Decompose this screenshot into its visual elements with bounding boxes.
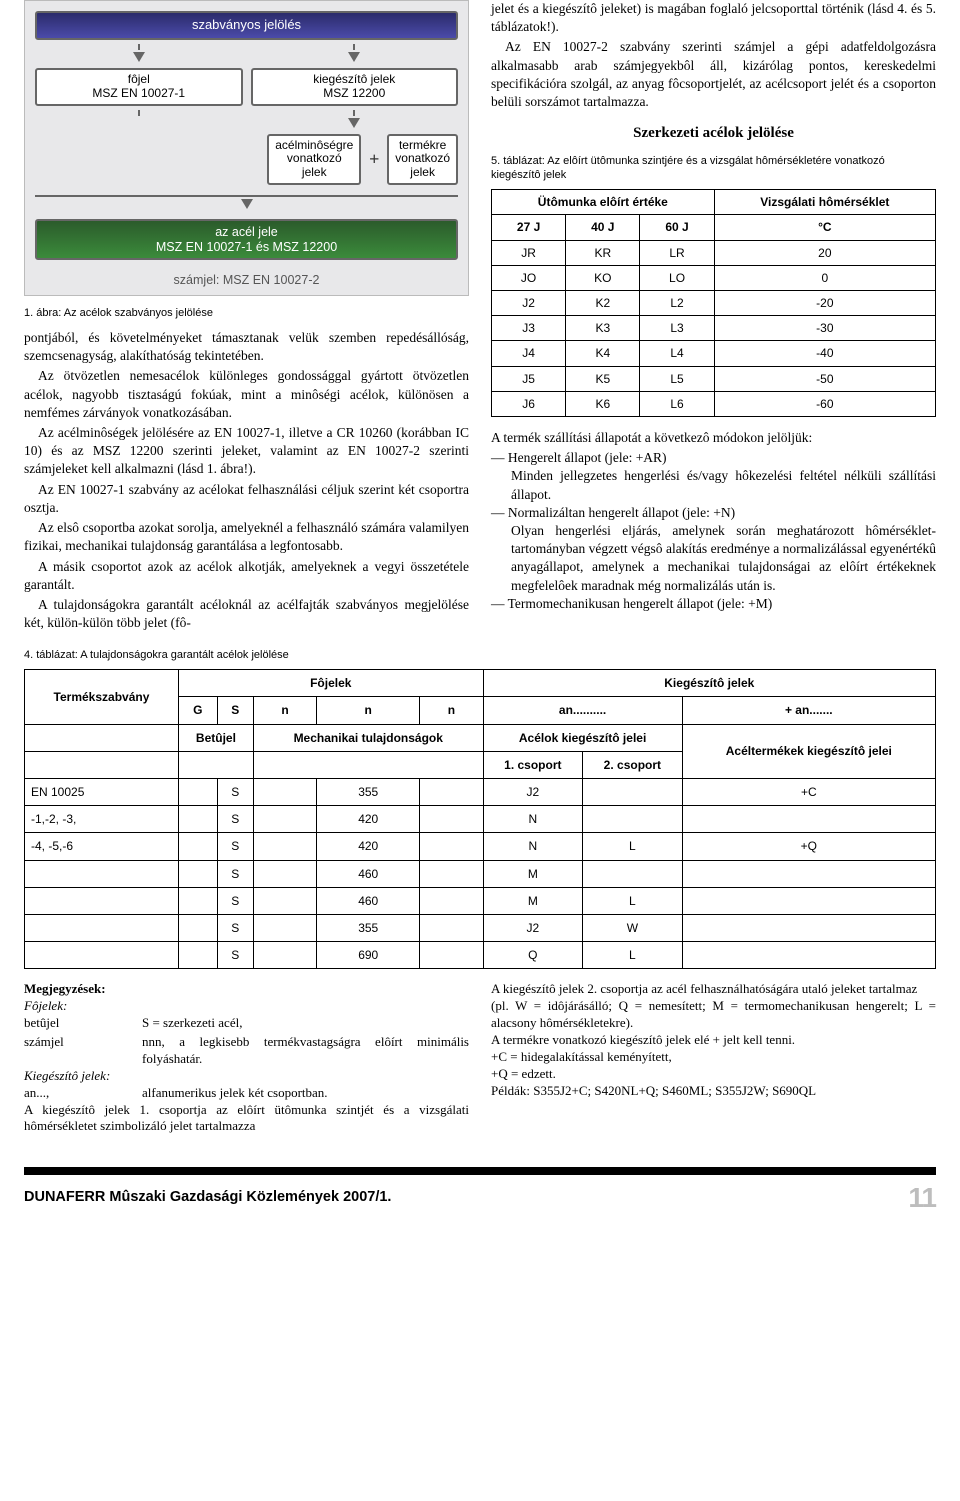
plus-symbol: +	[365, 147, 383, 171]
fig1-top-box: szabványos jelölés	[35, 11, 458, 40]
right-p3: A termék szállítási állapotát a következ…	[491, 429, 936, 447]
figure-1-caption: 1. ábra: Az acélok szabványos jelölése	[24, 306, 469, 321]
right-column: jelet és a kiegészítô jeleket) is magába…	[491, 0, 936, 634]
right-p1: jelet és a kiegészítô jeleket) is magába…	[491, 0, 936, 36]
notes-right: A kiegészítô jelek 2. csoportja az acél …	[491, 981, 936, 1135]
upper-columns: szabványos jelölés fôjel MSZ EN 10027-1 …	[24, 0, 936, 634]
notes-section: Megjegyzések: Fôjelek: betûjelS = szerke…	[24, 981, 936, 1135]
table-4-caption: 4. táblázat: A tulajdonságokra garantált…	[24, 648, 936, 663]
fig1-long-box: az acél jele MSZ EN 10027-1 és MSZ 12200	[35, 219, 458, 260]
fig1-left-head: fôjel MSZ EN 10027-1	[35, 68, 243, 106]
notes-left: Megjegyzések: Fôjelek: betûjelS = szerke…	[24, 981, 469, 1135]
page-footer: DUNAFERR Mûszaki Gazdasági Közlemények 2…	[24, 1167, 936, 1217]
figure-1-diagram: szabványos jelölés fôjel MSZ EN 10027-1 …	[24, 0, 469, 296]
t5-head-temp: Vizsgálati hômérséklet	[714, 190, 935, 215]
fig1-mid-left: acélminôségre vonatkozó jelek	[267, 134, 361, 185]
right-p2: Az EN 10027-2 szabvány szerinti számjel …	[491, 38, 936, 111]
left-p6: A másik csoportot azok az acélok alkotjá…	[24, 558, 469, 594]
delivery-state-list: — Hengerelt állapot (jele: +AR)Minden je…	[491, 449, 936, 613]
fig1-footer: számjel: MSZ EN 10027-2	[31, 272, 462, 289]
fig1-right-head: kiegészítô jelek MSZ 12200	[251, 68, 459, 106]
left-p2: Az ötvözetlen nemesacélok különleges gon…	[24, 367, 469, 422]
left-p3: Az acélminôségek jelölésére az EN 10027-…	[24, 424, 469, 479]
table-5-caption: 5. táblázat: Az elôírt ütômunka szintjér…	[491, 154, 936, 184]
left-p1: pontjából, és követelményeket támasztana…	[24, 329, 469, 365]
left-p4: Az EN 10027-1 szabvány az acélokat felha…	[24, 481, 469, 517]
publication-title: DUNAFERR Mûszaki Gazdasági Közlemények 2…	[24, 1188, 908, 1208]
fig1-mid-right: termékre vonatkozó jelek	[387, 134, 458, 185]
left-p5: Az elsô csoportba azokat sorolja, amelye…	[24, 519, 469, 555]
section-heading: Szerkezeti acélok jelölése	[491, 123, 936, 143]
page-number: 11	[908, 1179, 936, 1217]
table-4: Termékszabvány Fôjelek Kiegészítô jelek …	[24, 669, 936, 969]
table-5: Ütômunka elôírt értéke Vizsgálati hômérs…	[491, 189, 936, 417]
left-p7: A tulajdonságokra garantált acéloknál az…	[24, 596, 469, 632]
left-column: szabványos jelölés fôjel MSZ EN 10027-1 …	[24, 0, 469, 634]
t5-head-impact: Ütômunka elôírt értéke	[492, 190, 715, 215]
